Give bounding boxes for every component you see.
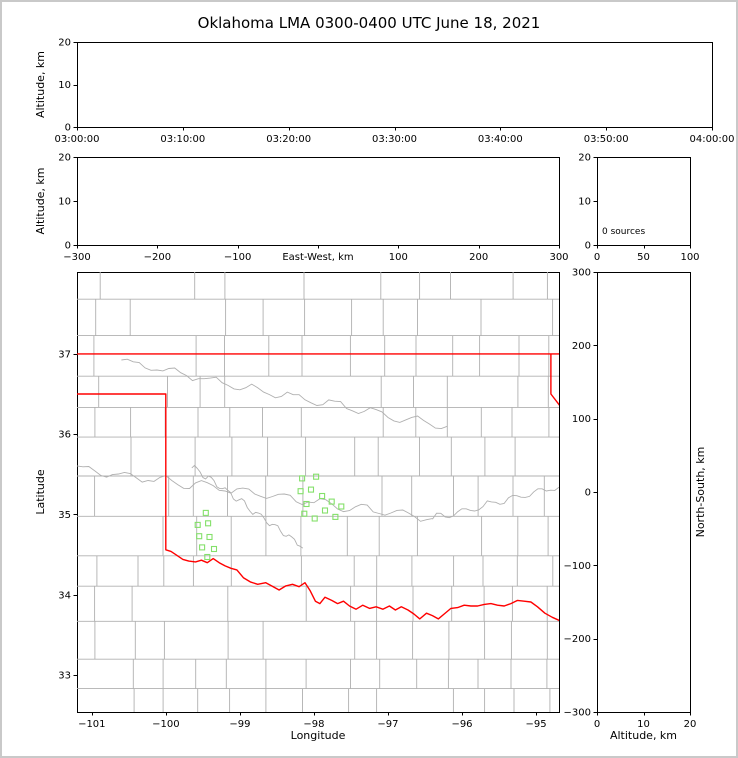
x-tick-label: 20 xyxy=(684,719,697,730)
x-tick-label: −97 xyxy=(377,719,398,730)
y-tick-label: 0 xyxy=(65,241,71,252)
lma-station-marker xyxy=(313,473,320,480)
panel-frame xyxy=(597,157,691,246)
state-boundary xyxy=(77,353,559,622)
x-tick-label: 03:40:00 xyxy=(478,134,523,145)
y-tick-label: 10 xyxy=(58,80,71,91)
x-tick-label: −95 xyxy=(525,719,546,730)
panel-frame xyxy=(77,272,560,713)
x-tick-label: 03:50:00 xyxy=(584,134,629,145)
x-tick-label: 10 xyxy=(637,719,650,730)
y-tick-label: 20 xyxy=(578,153,591,164)
x-tick-label: 100 xyxy=(389,252,408,263)
river-lines xyxy=(77,358,559,549)
x-tick-label: 0 xyxy=(594,252,600,263)
lma-station-marker xyxy=(319,492,326,500)
lma-station-marker xyxy=(299,475,306,482)
x-tick-label: 03:20:00 xyxy=(266,134,311,145)
panel-frame xyxy=(77,42,713,128)
lma-station-marker xyxy=(332,513,339,520)
x-tick-label: 03:30:00 xyxy=(372,134,417,145)
y-axis-label: Latitude xyxy=(34,469,47,515)
y-tick-label: 34 xyxy=(58,590,71,601)
y-axis-label: Altitude, km xyxy=(34,51,47,118)
lma-station-marker xyxy=(199,544,206,551)
y-tick-label: 37 xyxy=(58,349,71,360)
y-tick-label: 0 xyxy=(65,123,71,134)
source-histogram-panel: 0 50 100 0 10 20 0 sources xyxy=(578,153,699,264)
y-tick-label: 33 xyxy=(58,671,71,682)
panel-frame xyxy=(597,272,691,713)
x-tick-label: 200 xyxy=(469,252,488,263)
x-tick-label: 04:00:00 xyxy=(690,134,735,145)
x-tick-label: 50 xyxy=(637,252,650,263)
x-axis-label: Altitude, km xyxy=(610,729,677,742)
y-tick-label: 100 xyxy=(572,414,591,425)
lma-station-marker xyxy=(210,545,218,553)
y-tick-label: −200 xyxy=(564,634,591,645)
x-axis-label: Longitude xyxy=(291,729,346,742)
lma-station-marker xyxy=(307,486,315,493)
y-axis-label: Altitude, km xyxy=(34,167,47,234)
y-tick-label: 20 xyxy=(58,153,71,164)
lma-station-marker xyxy=(297,488,304,495)
source-count-annotation: 0 sources xyxy=(602,227,645,237)
y-tick-label: 20 xyxy=(58,38,71,49)
x-tick-label: 300 xyxy=(549,252,568,263)
lma-station-marker xyxy=(301,510,308,517)
ew-height-panel: −300 −200 −100 100 200 300 0 10 20 Altitude, km Ea… xyxy=(34,153,569,264)
y-tick-label: 36 xyxy=(58,430,71,441)
x-tick-label: −200 xyxy=(144,252,171,263)
y-tick-label: 0 xyxy=(585,241,591,252)
lma-stations xyxy=(194,473,345,561)
time-height-panel: 03:00:00 03:10:00 03:20:00 03:30:00 03:40:00… xyxy=(34,38,734,146)
map-layers xyxy=(77,272,559,712)
x-tick-label: −100 xyxy=(152,719,179,730)
y-axis-label-right: North-South, km xyxy=(694,447,707,538)
x-tick-label: 100 xyxy=(680,252,699,263)
x-tick-label: 03:10:00 xyxy=(160,134,205,145)
lma-station-marker xyxy=(321,507,329,514)
y-tick-label: 35 xyxy=(58,510,71,521)
y-tick-label: −100 xyxy=(564,561,591,572)
x-tick-label: −300 xyxy=(63,252,90,263)
y-tick-label: 0 xyxy=(585,488,591,499)
lma-station-marker xyxy=(328,498,335,505)
x-tick-label: −99 xyxy=(229,719,250,730)
x-tick-label: −100 xyxy=(224,252,251,263)
ns-height-panel: 0 10 20 300 200 100 0 −100 −200 −300 North-South, … xyxy=(564,268,707,743)
y-tick-label: −300 xyxy=(564,708,591,719)
x-tick-label: 03:00:00 xyxy=(55,134,100,145)
plan-view-map-panel: −101 −100 −99 −98 −97 −96 −95 33 34 35 36 37 Latitud… xyxy=(34,272,560,742)
lma-station-marker xyxy=(303,500,310,508)
x-tick-label: −96 xyxy=(451,719,472,730)
x-tick-label: −98 xyxy=(303,719,324,730)
y-tick-label: 10 xyxy=(578,197,591,208)
county-boundaries xyxy=(77,272,559,712)
lma-station-marker xyxy=(311,515,318,522)
lma-station-marker xyxy=(338,503,345,510)
x-tick-label: 0 xyxy=(594,719,600,730)
lma-station-marker xyxy=(204,553,211,561)
lma-station-marker xyxy=(196,533,203,540)
figure-title: Oklahoma LMA 0300-0400 UTC June 18, 2021 xyxy=(197,14,541,32)
x-tick-label: −101 xyxy=(78,719,105,730)
lma-station-marker xyxy=(202,509,209,516)
lma-station-marker xyxy=(205,520,212,527)
panel-frame xyxy=(77,157,560,246)
y-tick-label: 10 xyxy=(58,197,71,208)
lma-station-marker xyxy=(194,521,201,528)
x-axis-label: East-West, km xyxy=(282,252,353,263)
y-tick-label: 200 xyxy=(572,341,591,352)
y-tick-label: 300 xyxy=(572,268,591,279)
lma-station-marker xyxy=(206,533,213,541)
